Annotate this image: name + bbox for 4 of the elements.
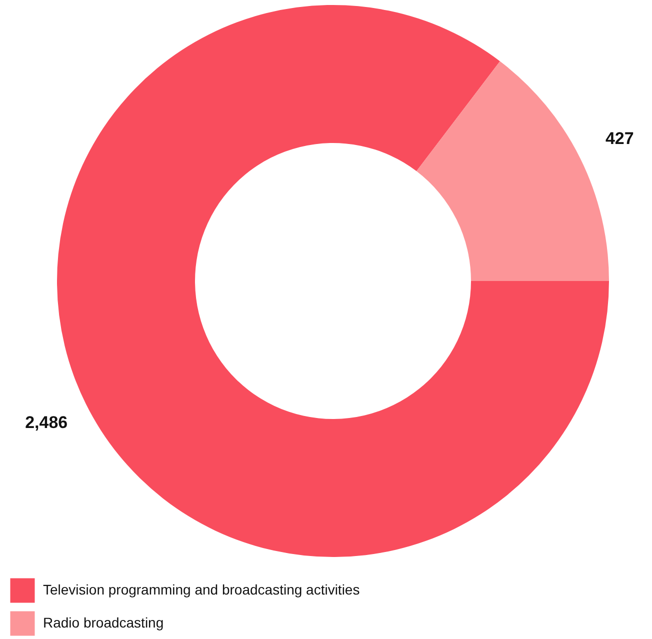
data-label: 427 — [605, 128, 634, 148]
legend-label: Radio broadcasting — [43, 614, 164, 630]
data-label: 2,486 — [25, 413, 68, 432]
legend-label: Television programming and broadcasting activities — [43, 582, 360, 598]
